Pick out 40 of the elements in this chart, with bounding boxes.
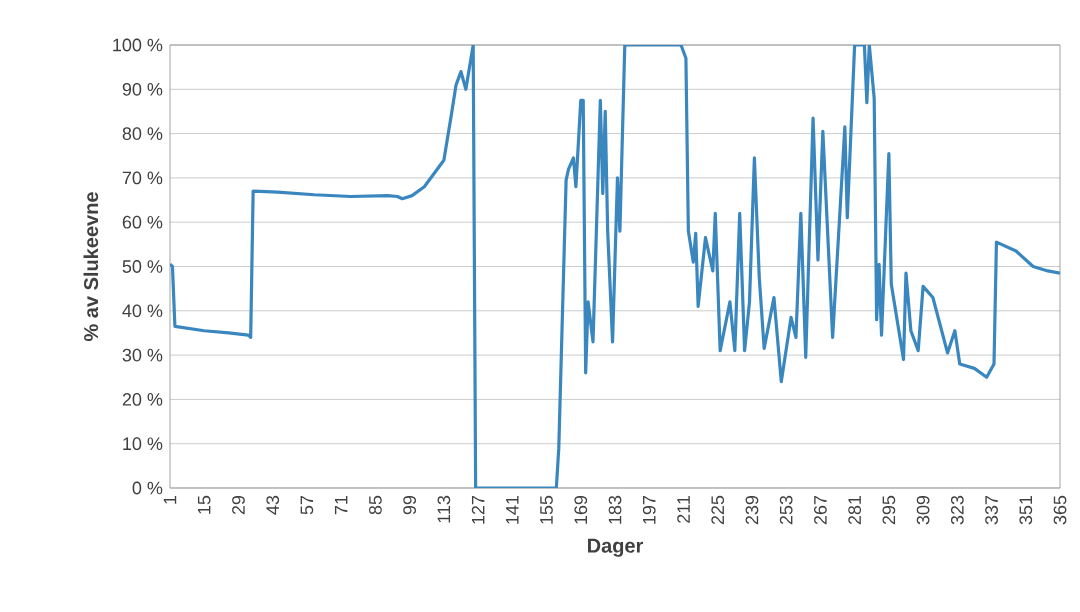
y-tick-label: 40 % (122, 304, 163, 318)
x-tick-label: 85 (369, 495, 382, 515)
y-tick-label: 90 % (122, 82, 163, 96)
y-tick-label: 100 % (113, 38, 163, 52)
y-tick-label: 20 % (122, 393, 163, 406)
x-tick-label: 337 (985, 495, 998, 525)
x-tick-label: 239 (745, 495, 759, 525)
x-axis-title: Dager (588, 538, 644, 557)
x-tick-label: 323 (950, 495, 964, 525)
y-tick-label: 80 % (122, 127, 163, 140)
y-tick-label: 30 % (122, 348, 163, 362)
x-tick-label: 169 (574, 495, 588, 524)
x-tick-label: 43 (266, 495, 280, 515)
x-tick-label: 29 (232, 495, 245, 515)
x-tick-label: 113 (437, 495, 451, 523)
y-tick-label: 60 % (122, 215, 163, 229)
x-tick-label: 155 (540, 495, 553, 524)
x-tick-label: 15 (197, 495, 211, 514)
x-tick-label: 267 (814, 495, 827, 525)
y-tick-label: 70 % (122, 171, 163, 185)
x-tick-label: 57 (300, 495, 314, 515)
y-tick-label: 50 % (122, 260, 163, 273)
y-tick-label: 0 % (132, 481, 163, 495)
x-tick-label: 253 (779, 495, 793, 525)
x-tick-label: 197 (642, 495, 656, 524)
x-tick-label: 1 (163, 495, 177, 504)
x-tick-label: 309 (916, 495, 930, 525)
y-axis-title: % av Slukeevne (83, 192, 99, 342)
y-tick-label: 10 % (123, 437, 163, 451)
x-tick-label: 281 (848, 495, 862, 525)
x-tick-label: 141 (506, 495, 519, 524)
x-tick-label: 71 (334, 495, 348, 515)
x-tick-label: 211 (677, 495, 690, 523)
x-tick-label: 127 (471, 495, 485, 524)
x-tick-label: 183 (608, 495, 622, 524)
x-tick-label: 295 (882, 495, 896, 525)
x-tick-label: 351 (1019, 495, 1033, 525)
x-tick-label: 225 (711, 495, 725, 525)
x-tick-label: 365 (1053, 495, 1067, 525)
x-tick-label: 99 (403, 495, 417, 515)
